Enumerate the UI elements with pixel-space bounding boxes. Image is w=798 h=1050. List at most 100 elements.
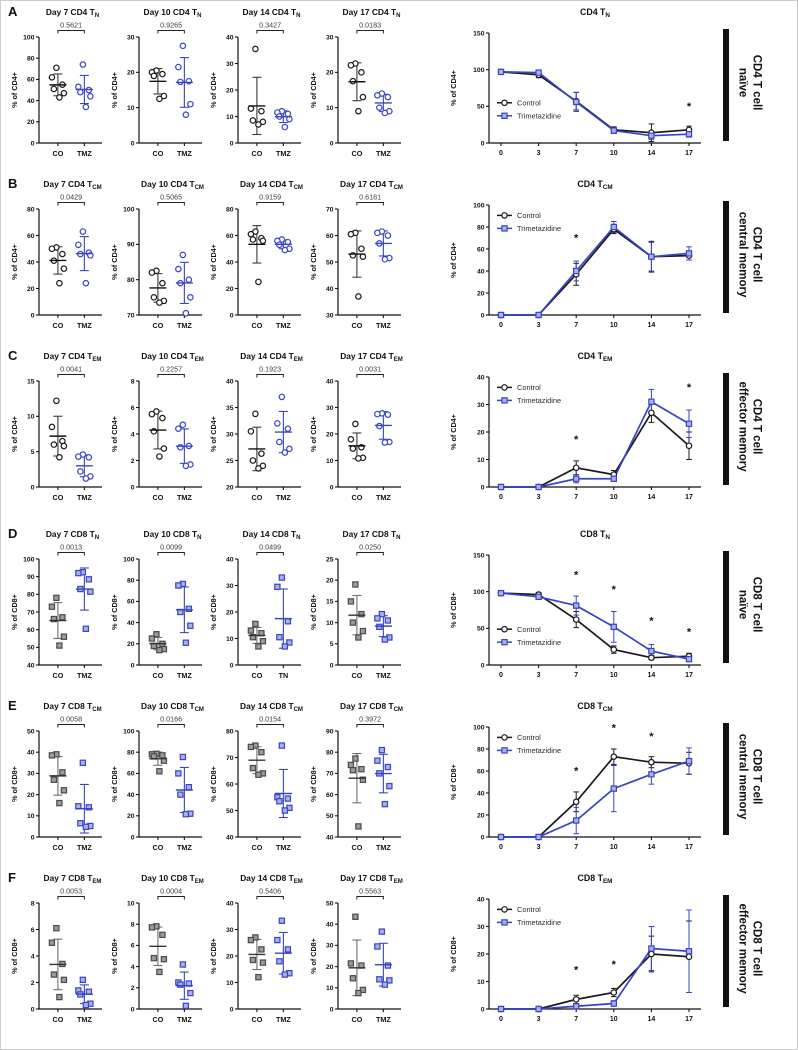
svg-text:15: 15 xyxy=(27,378,35,385)
svg-text:0: 0 xyxy=(499,322,503,329)
svg-text:% of CD8+: % of CD8+ xyxy=(209,938,218,974)
line-plot-d: CD8 TN 0 50 100 150 % of CD8+ 0 3 7 10 14 17 * * * * Con… xyxy=(449,529,701,679)
svg-text:% of CD4+: % of CD4+ xyxy=(110,416,119,452)
svg-text:% of CD4+: % of CD4+ xyxy=(209,244,218,280)
scatter-plot-e1: Day 7 CD8 TCM 0.0058 0 10 20 30 40 50 % of CD8+ C… xyxy=(10,701,102,852)
svg-text:20: 20 xyxy=(126,813,134,820)
svg-text:Trimetazidine: Trimetazidine xyxy=(517,396,561,405)
svg-text:% of CD4+: % of CD4+ xyxy=(449,242,458,278)
svg-text:% of CD4+: % of CD4+ xyxy=(209,416,218,452)
svg-text:Day 14 CD4 TEM: Day 14 CD4 TEM xyxy=(240,351,303,363)
svg-text:0.5563: 0.5563 xyxy=(359,887,381,896)
scatter-plot-f4: Day 17 CD8 TEM 0.5563 0 10 20 30 40 50 % of CD8+… xyxy=(309,873,403,1024)
svg-text:TMZ: TMZ xyxy=(77,321,92,330)
svg-text:14: 14 xyxy=(648,322,656,329)
side-bar-c xyxy=(723,373,729,485)
svg-text:0: 0 xyxy=(481,662,485,669)
side-bar-a xyxy=(723,29,729,141)
svg-text:90: 90 xyxy=(126,242,134,249)
svg-text:0: 0 xyxy=(130,484,134,491)
side-label-c: CD4 T cell effector memory xyxy=(735,361,763,493)
svg-text:10: 10 xyxy=(610,672,618,679)
svg-text:90: 90 xyxy=(325,728,333,735)
svg-text:20: 20 xyxy=(27,119,35,126)
svg-text:2: 2 xyxy=(130,985,134,992)
panel-row-f: F Day 7 CD8 TEM 0.0053 0 2 4 6 8 % of CD8+ CO TMZ… xyxy=(1,869,797,1041)
svg-text:60: 60 xyxy=(477,246,485,253)
svg-text:0.0013: 0.0013 xyxy=(60,543,82,552)
svg-text:6: 6 xyxy=(130,943,134,950)
side-label-b-line1: CD4 T cell xyxy=(750,226,763,283)
svg-text:CO: CO xyxy=(53,493,64,502)
svg-text:0: 0 xyxy=(499,150,503,157)
svg-text:100: 100 xyxy=(123,206,135,213)
svg-text:TMZ: TMZ xyxy=(276,493,291,502)
svg-text:CO: CO xyxy=(152,149,163,158)
svg-text:20: 20 xyxy=(477,429,485,436)
line-plot-wrap-e: CD8 TCM 0 20 40 60 80 100 % of CD8+ 0 3 7 10 14 17 * * *… xyxy=(447,697,715,872)
svg-text:Day 10 CD8 TEM: Day 10 CD8 TEM xyxy=(141,873,204,885)
side-label-a-line2: naïve xyxy=(737,67,749,98)
svg-text:0.0499: 0.0499 xyxy=(259,543,281,552)
svg-text:40: 40 xyxy=(126,620,134,627)
side-annotation-f: CD8 T cell effector memory xyxy=(719,869,777,1039)
svg-text:0.5406: 0.5406 xyxy=(259,887,281,896)
svg-text:TMZ: TMZ xyxy=(77,671,92,680)
svg-text:3: 3 xyxy=(537,494,541,501)
svg-text:TMZ: TMZ xyxy=(375,671,390,680)
svg-text:7: 7 xyxy=(574,844,578,851)
svg-text:TMZ: TMZ xyxy=(176,321,191,330)
svg-text:0.0041: 0.0041 xyxy=(60,365,82,374)
svg-text:40: 40 xyxy=(126,792,134,799)
svg-text:0: 0 xyxy=(130,662,134,669)
svg-text:40: 40 xyxy=(477,374,485,381)
svg-text:7: 7 xyxy=(574,1016,578,1023)
svg-text:0: 0 xyxy=(31,312,35,319)
svg-text:10: 10 xyxy=(126,105,134,112)
svg-text:Day 7 CD8 TCM: Day 7 CD8 TCM xyxy=(43,701,101,713)
svg-text:40: 40 xyxy=(226,556,234,563)
svg-text:% of CD8+: % of CD8+ xyxy=(110,938,119,974)
svg-text:0.0004: 0.0004 xyxy=(160,887,182,896)
svg-text:20: 20 xyxy=(226,286,234,293)
scatter-group-b: Day 7 CD4 TCM 0.0429 0 20 40 60 80 % of CD4+ CO T… xyxy=(9,175,407,345)
svg-text:TMZ: TMZ xyxy=(375,149,390,158)
svg-text:10: 10 xyxy=(610,1016,618,1023)
svg-text:CO: CO xyxy=(252,149,263,158)
scatter-plot-b1: Day 7 CD4 TCM 0.0429 0 20 40 60 80 % of CD4+ CO T… xyxy=(10,179,102,330)
panel-letter-a: A xyxy=(8,4,18,19)
svg-text:Day 17 CD8 TCM: Day 17 CD8 TCM xyxy=(340,701,403,713)
svg-text:50: 50 xyxy=(325,813,333,820)
side-label-c-line1: CD4 T cell xyxy=(750,398,763,455)
svg-text:Day 10 CD4 TN: Day 10 CD4 TN xyxy=(143,7,201,19)
svg-text:100: 100 xyxy=(473,724,485,731)
svg-text:CD4 TEM: CD4 TEM xyxy=(578,351,613,363)
line-plot-f: CD8 TEM 0 10 20 30 40 % of CD8+ 0 3 7 10 14 17 * * Cont… xyxy=(449,873,701,1023)
svg-text:0.0053: 0.0053 xyxy=(60,887,82,896)
svg-text:0.0031: 0.0031 xyxy=(359,365,381,374)
svg-text:*: * xyxy=(574,569,579,581)
svg-text:% of CD8+: % of CD8+ xyxy=(110,766,119,802)
svg-text:25: 25 xyxy=(325,556,333,563)
svg-text:50: 50 xyxy=(325,900,333,907)
svg-text:60: 60 xyxy=(325,233,333,240)
panel-letter-e: E xyxy=(8,698,17,713)
svg-text:60: 60 xyxy=(27,627,35,634)
svg-text:Day 7 CD4 TEM: Day 7 CD4 TEM xyxy=(44,351,102,363)
svg-text:0.5621: 0.5621 xyxy=(60,21,82,30)
svg-text:TMZ: TMZ xyxy=(176,493,191,502)
svg-text:CO: CO xyxy=(53,321,64,330)
side-label-a: CD4 T cell naïve xyxy=(735,17,763,149)
svg-text:TMZ: TMZ xyxy=(375,843,390,852)
svg-text:% of CD8+: % of CD8+ xyxy=(209,766,218,802)
svg-text:Day 7 CD4 TCM: Day 7 CD4 TCM xyxy=(43,179,101,191)
svg-text:*: * xyxy=(574,232,579,244)
side-bar-e xyxy=(723,723,729,835)
svg-text:7: 7 xyxy=(574,672,578,679)
panel-row-b: B Day 7 CD4 TCM 0.0429 0 20 40 60 80% of CD4+ C… xyxy=(1,175,797,347)
svg-text:70: 70 xyxy=(27,609,35,616)
svg-text:40: 40 xyxy=(226,259,234,266)
side-annotation-b: CD4 T cell central memory xyxy=(719,175,777,345)
svg-text:10: 10 xyxy=(126,900,134,907)
svg-text:Day 10 CD8 TCM: Day 10 CD8 TCM xyxy=(141,701,204,713)
